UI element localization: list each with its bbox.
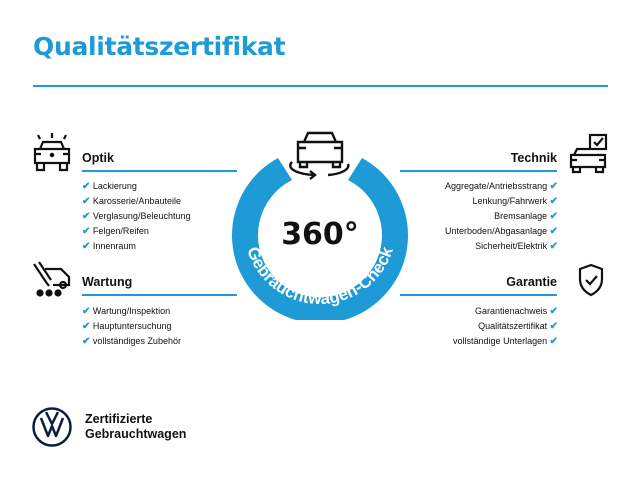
list-item: Aggregate/Antriebsstrang ✔ bbox=[445, 181, 558, 192]
list-item: ✔ vollständiges Zubehör bbox=[82, 336, 181, 347]
service-truck-icon bbox=[33, 261, 71, 297]
car-rotate-icon bbox=[289, 131, 350, 180]
car-lights-icon bbox=[33, 133, 71, 172]
wartung-list: ✔ Wartung/Inspektion ✔ Hauptuntersuchung… bbox=[82, 304, 181, 349]
section-title-optik: Optik bbox=[82, 151, 114, 165]
check-icon: ✔ bbox=[82, 336, 91, 347]
divider bbox=[82, 170, 237, 172]
divider bbox=[400, 170, 557, 172]
check-icon: ✔ bbox=[549, 181, 558, 192]
ring bbox=[232, 158, 408, 320]
check-icon: ✔ bbox=[82, 226, 91, 237]
check-icon: ✔ bbox=[549, 306, 558, 317]
check-icon: ✔ bbox=[82, 181, 91, 192]
list-item: Garantienachweis ✔ bbox=[475, 306, 558, 317]
list-item: Sicherheit/Elektrik ✔ bbox=[475, 241, 558, 252]
check-icon: ✔ bbox=[549, 241, 558, 252]
divider bbox=[82, 294, 237, 296]
car-checklist-icon bbox=[569, 133, 608, 174]
360-check-badge: Gebrauchtwagen-Check 360° bbox=[232, 131, 408, 320]
check-icon: ✔ bbox=[82, 306, 91, 317]
technik-list: Aggregate/Antriebsstrang ✔ Lenkung/Fahrw… bbox=[445, 179, 558, 254]
check-icon: ✔ bbox=[82, 241, 91, 252]
list-item: ✔ Innenraum bbox=[82, 241, 136, 252]
divider bbox=[33, 85, 608, 87]
360-label: 360° bbox=[281, 217, 359, 252]
list-item: ✔ Karosserie/Anbauteile bbox=[82, 196, 181, 207]
check-icon: ✔ bbox=[549, 226, 558, 237]
brand-text: Zertifizierte Gebrauchtwagen bbox=[85, 412, 187, 441]
section-title-wartung: Wartung bbox=[82, 275, 133, 289]
section-title-technik: Technik bbox=[510, 151, 557, 165]
vw-logo bbox=[32, 407, 72, 447]
list-item: ✔ Hauptuntersuchung bbox=[82, 321, 172, 332]
page-title: Qualitätszertifikat bbox=[33, 32, 286, 61]
divider bbox=[400, 294, 557, 296]
list-item: vollständige Unterlagen ✔ bbox=[453, 336, 558, 347]
shield-check-icon bbox=[578, 263, 604, 297]
check-icon: ✔ bbox=[549, 196, 558, 207]
list-item: ✔ Lackierung bbox=[82, 181, 137, 192]
check-icon: ✔ bbox=[82, 321, 91, 332]
check-icon: ✔ bbox=[82, 211, 91, 222]
check-icon: ✔ bbox=[82, 196, 91, 207]
list-item: Bremsanlage ✔ bbox=[494, 211, 558, 222]
check-icon: ✔ bbox=[549, 211, 558, 222]
list-item: Qualitätszertifikat ✔ bbox=[478, 321, 558, 332]
section-title-garantie: Garantie bbox=[506, 275, 557, 289]
list-item: Lenkung/Fahrwerk ✔ bbox=[472, 196, 558, 207]
list-item: ✔ Wartung/Inspektion bbox=[82, 306, 171, 317]
list-item: ✔ Felgen/Reifen bbox=[82, 226, 149, 237]
check-icon: ✔ bbox=[549, 321, 558, 332]
optik-list: ✔ Lackierung ✔ Karosserie/Anbauteile ✔ V… bbox=[82, 179, 190, 254]
list-item: ✔ Verglasung/Beleuchtung bbox=[82, 211, 191, 222]
list-item: Unterboden/Abgasanlage ✔ bbox=[445, 226, 558, 237]
check-icon: ✔ bbox=[549, 336, 558, 347]
garantie-list: Garantienachweis ✔ Qualitätszertifikat ✔… bbox=[453, 304, 558, 349]
